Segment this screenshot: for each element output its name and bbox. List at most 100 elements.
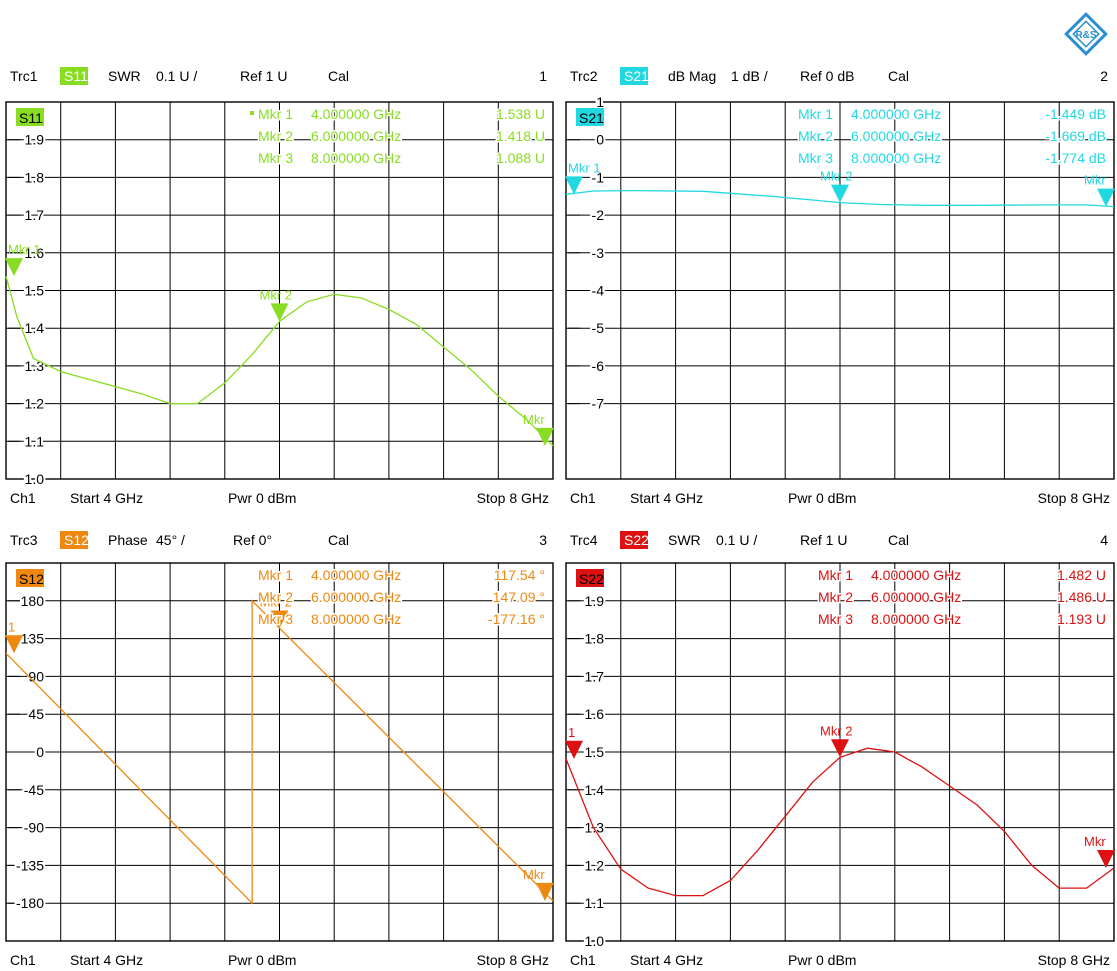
marker-3-value: 1.193 U — [1057, 611, 1106, 627]
stop-frequency: Stop 8 GHz — [1038, 490, 1110, 506]
y-tick-label: -2 — [592, 207, 605, 223]
y-tick-label: 1.1 — [25, 433, 45, 449]
grid — [5, 101, 554, 480]
marker-1-flag: 1 — [8, 619, 15, 634]
param-label: S11 — [64, 68, 88, 84]
channel-footer: Ch1 Start 4 GHz Pwr 0 dBm Stop 8 GHz — [570, 490, 1110, 506]
marker-3-freq: 8.000000 GHz — [311, 611, 401, 627]
y-tick-label: 1.5 — [585, 744, 605, 760]
trace-header: Trc1 S11 SWR 0.1 U / Ref 1 U Cal 1 — [10, 67, 547, 85]
format-label: SWR — [668, 532, 701, 548]
trace-header: Trc3 S12 Phase 45° / Ref 0° Cal 3 — [10, 531, 547, 549]
active-marker-dot — [250, 111, 254, 115]
y-tick-label: 90 — [28, 668, 44, 684]
y-tick-label: -3 — [592, 245, 605, 261]
power-level: Pwr 0 dBm — [228, 490, 296, 506]
scale-label: 1 dB / — [731, 68, 768, 84]
y-tick-label: 1.0 — [585, 933, 605, 949]
y-tick-label: 1.5 — [25, 283, 45, 299]
marker-2-symbol — [270, 303, 289, 322]
stop-frequency: Stop 8 GHz — [1038, 952, 1110, 968]
marker-2-name: Mkr 2 — [798, 128, 833, 144]
trace-label-box — [16, 569, 44, 587]
stop-frequency: Stop 8 GHz — [477, 490, 549, 506]
y-tick-label: -5 — [592, 320, 605, 336]
diagram-number: 2 — [1100, 68, 1108, 84]
y-tick-label: 1.9 — [25, 132, 45, 148]
marker-2-symbol — [831, 739, 849, 758]
y-tick-label: 1.6 — [585, 706, 605, 722]
cal-label: Cal — [888, 532, 909, 548]
marker-3-symbol — [536, 427, 554, 446]
marker-1-symbol — [565, 176, 583, 195]
marker-1-name: Mkr 1 — [798, 106, 833, 122]
marker-3-flag: Mkr — [523, 412, 545, 427]
y-tick-label: 1.7 — [585, 668, 605, 684]
marker-1-value: -1.449 dB — [1045, 106, 1106, 122]
marker-1-symbol — [565, 740, 583, 759]
marker-1-freq: 4.000000 GHz — [311, 106, 401, 122]
y-tick-label: 1.6 — [25, 245, 45, 261]
marker-1-symbol — [5, 635, 23, 654]
marker-1-name: Mkr 1 — [258, 567, 293, 583]
marker-3-freq: 8.000000 GHz — [871, 611, 961, 627]
diagram-number: 1 — [539, 68, 547, 84]
marker-3-name: Mkr 3 — [258, 611, 293, 627]
marker-3-flag: Mkr — [1084, 173, 1106, 188]
channel-label: Ch1 — [570, 490, 596, 506]
grid — [5, 562, 554, 942]
marker-1-value: 117.54 ° — [494, 567, 545, 583]
param-label: S22 — [624, 532, 649, 548]
marker-3-value: -1.774 dB — [1045, 150, 1106, 166]
diagram-3: Trc3 S12 Phase 45° / Ref 0° Cal 3 180 135 90 45 0 -4… — [5, 531, 554, 968]
marker-1-flag: Mkr 1 — [568, 160, 601, 175]
marker-info-table: Mkr 1 4.000000 GHz -1.449 dB Mkr 2 6.000000 … — [797, 105, 1108, 168]
marker-2-freq: 6.000000 GHz — [851, 128, 941, 144]
y-tick-label: 135 — [21, 631, 45, 647]
grid — [565, 562, 1115, 942]
y-tick-label: 45 — [28, 706, 44, 722]
marker-3-symbol — [536, 882, 554, 901]
start-frequency: Start 4 GHz — [70, 490, 143, 506]
marker-info-table: Mkr 1 4.000000 GHz 1.482 U Mkr 2 6.000000 GH… — [817, 566, 1108, 629]
y-tick-label: 1.3 — [585, 820, 605, 836]
marker-3-flag: Mkr — [523, 867, 545, 882]
marker-2-name: Mkr 2 — [258, 589, 293, 605]
y-tick-label: 1.7 — [25, 207, 45, 223]
y-tick-label: 1.4 — [585, 782, 605, 798]
y-tick-label: -90 — [24, 820, 44, 836]
y-tick-label: -6 — [592, 358, 605, 374]
trace-name: Trc2 — [570, 68, 598, 84]
cal-label: Cal — [888, 68, 909, 84]
param-badge — [60, 67, 88, 85]
scale-label: 45° / — [156, 532, 185, 548]
trace-label: S21 — [579, 110, 604, 126]
marker-1-value: 1.482 U — [1057, 567, 1106, 583]
marker-2-value: 147.09 ° — [493, 589, 545, 605]
trace-line — [5, 599, 554, 905]
marker-3-name: Mkr 3 — [798, 150, 833, 166]
marker-2-symbol — [831, 184, 849, 203]
diagram-1: Trc1 S11 SWR 0.1 U / Ref 1 U Cal 1 1.9 1.8 1.7 1.6… — [5, 67, 554, 506]
marker-2-flag: Mkr 2 — [260, 594, 293, 609]
y-tick-label: -4 — [592, 283, 605, 299]
cal-label: Cal — [328, 532, 349, 548]
trace-header: Trc4 S22 SWR 0.1 U / Ref 1 U Cal 4 — [570, 531, 1108, 549]
trace-label-box — [16, 108, 44, 126]
channel-label: Ch1 — [570, 952, 596, 968]
marker-2-freq: 6.000000 GHz — [871, 589, 961, 605]
channel-footer: Ch1 Start 4 GHz Pwr 0 dBm Stop 8 GHz — [10, 952, 549, 968]
marker-1-flag: 1 — [568, 725, 575, 740]
trace-label-box — [576, 569, 604, 587]
param-badge — [60, 531, 88, 549]
channel-footer: Ch1 Start 4 GHz Pwr 0 dBm Stop 8 GHz — [10, 490, 549, 506]
y-tick-labels: 180 135 90 45 0 -45 -90 -135 -180 — [8, 591, 46, 913]
format-label: dB Mag — [668, 68, 716, 84]
format-label: Phase — [108, 532, 148, 548]
channel-label: Ch1 — [10, 490, 36, 506]
marker-2-freq: 6.000000 GHz — [311, 128, 401, 144]
ref-label: Ref 0 dB — [800, 68, 854, 84]
marker-2-name: Mkr 2 — [818, 589, 853, 605]
param-label: S21 — [624, 68, 649, 84]
marker-2-flag: Mkr 2 — [820, 169, 853, 184]
